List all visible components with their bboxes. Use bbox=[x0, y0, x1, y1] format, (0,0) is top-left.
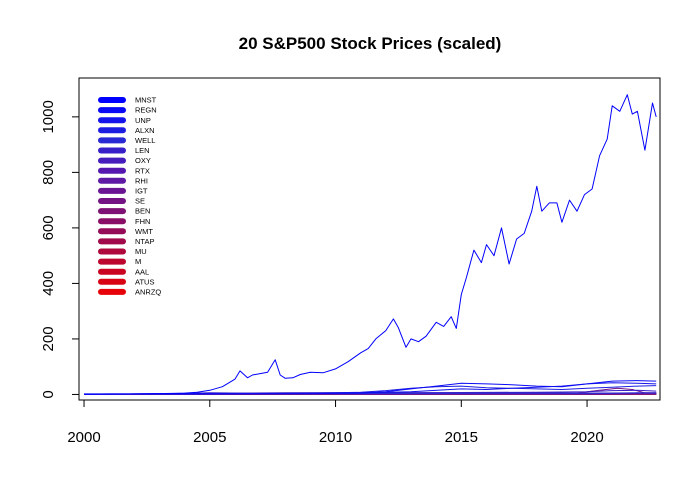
chart-title: 20 S&P500 Stock Prices (scaled) bbox=[239, 34, 502, 53]
x-tick-label: 2000 bbox=[67, 429, 100, 446]
y-tick-label: 800 bbox=[40, 160, 57, 185]
y-axis: 0 200 400 600 800 1000 bbox=[40, 100, 80, 399]
x-tick-label: 2010 bbox=[319, 429, 352, 446]
legend-label: BEN bbox=[135, 207, 150, 216]
x-axis: 2000 2005 2010 2015 2020 bbox=[67, 399, 604, 446]
legend-label: WELL bbox=[135, 136, 155, 145]
plot-frame bbox=[78, 77, 661, 401]
y-tick-label: 400 bbox=[40, 271, 57, 296]
y-tick-label: 200 bbox=[40, 326, 57, 351]
legend-label: ALXN bbox=[135, 126, 155, 135]
legend-label: FHN bbox=[135, 217, 150, 226]
legend-label: WMT bbox=[135, 227, 153, 236]
legend-label: OXY bbox=[135, 156, 151, 165]
y-tick-label: 1000 bbox=[40, 100, 57, 133]
y-tick-label: 600 bbox=[40, 215, 57, 240]
x-tick-label: 2015 bbox=[445, 429, 478, 446]
x-tick-label: 2005 bbox=[193, 429, 226, 446]
legend-label: REGN bbox=[135, 106, 157, 115]
series-line-regn bbox=[84, 380, 657, 395]
series-line-len bbox=[83, 389, 657, 395]
series-line-mnst bbox=[83, 94, 657, 395]
legend-label: RHI bbox=[135, 176, 148, 185]
x-tick-label: 2020 bbox=[570, 429, 603, 446]
y-tick-label: 0 bbox=[40, 390, 57, 398]
legend-label: MU bbox=[135, 247, 147, 256]
legend-label: ATUS bbox=[135, 277, 154, 286]
series-lines bbox=[83, 94, 657, 395]
legend-label: MNST bbox=[135, 96, 157, 105]
legend-label: ANRZQ bbox=[135, 288, 161, 297]
legend-label: IGT bbox=[135, 187, 148, 196]
legend-label: UNP bbox=[135, 116, 151, 125]
legend-label: M bbox=[135, 257, 141, 266]
legend-label: NTAP bbox=[135, 237, 154, 246]
legend-label: SE bbox=[135, 197, 145, 206]
legend-label: RTX bbox=[135, 166, 150, 175]
legend-label: AAL bbox=[135, 267, 149, 276]
legend-label: LEN bbox=[135, 146, 150, 155]
